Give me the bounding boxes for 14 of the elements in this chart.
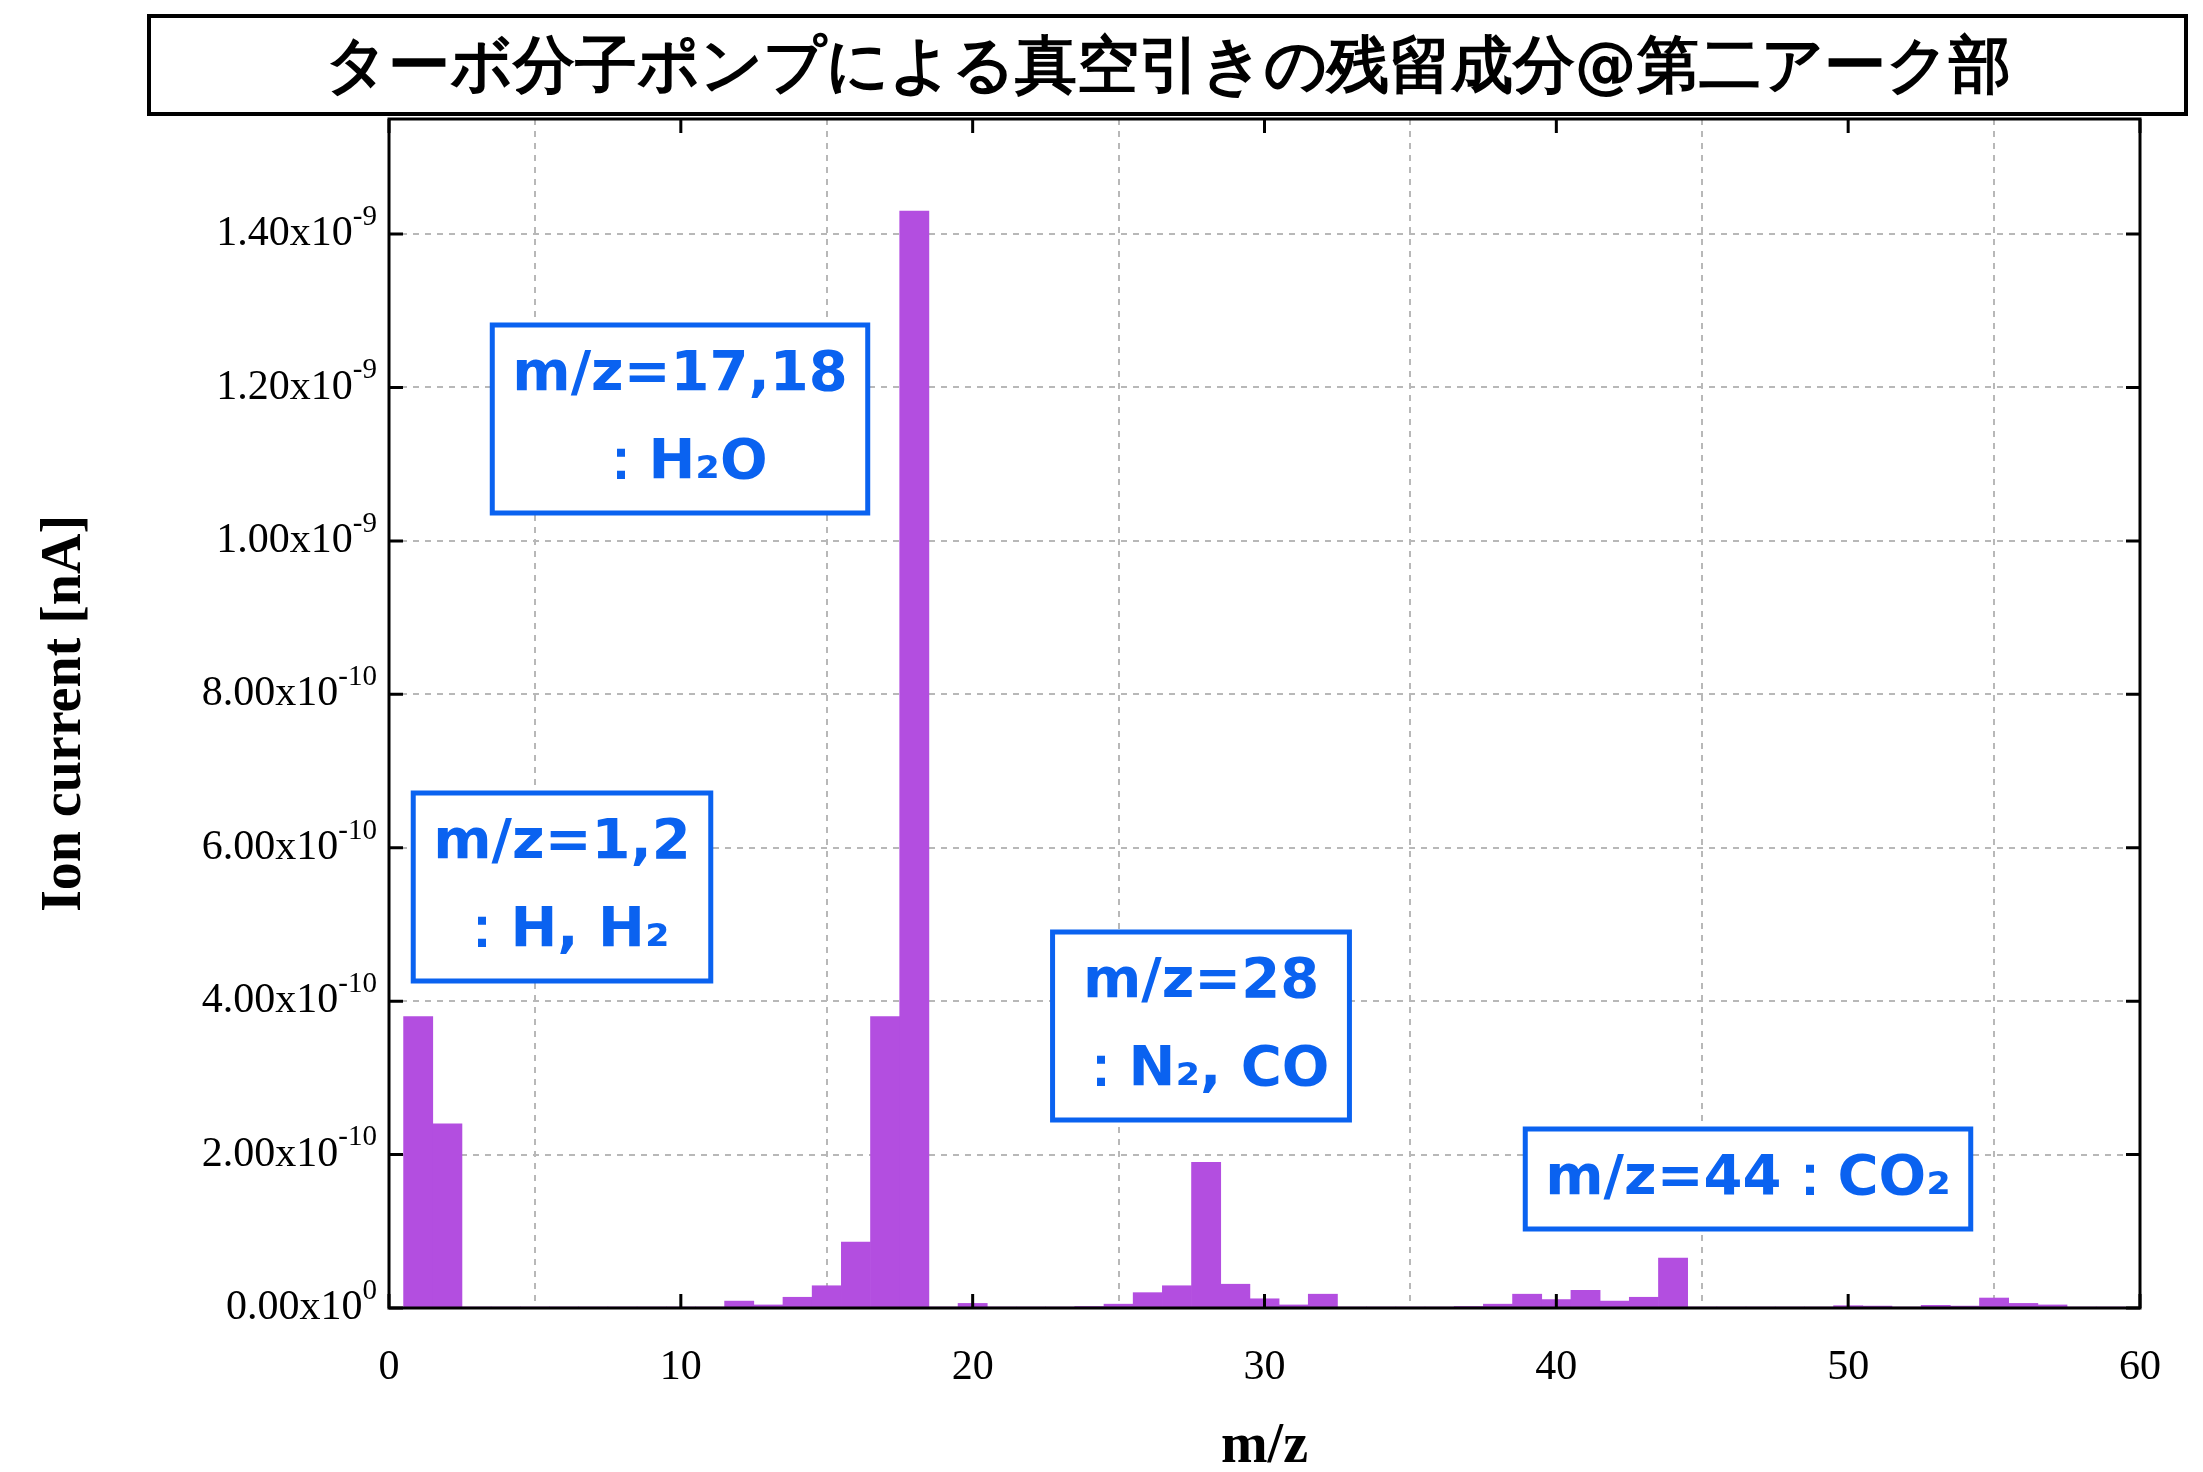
x-tick-label: 60 bbox=[2119, 1342, 2161, 1389]
x-axis-title: m/z bbox=[1220, 1412, 1309, 1472]
x-tick-label: 40 bbox=[1535, 1342, 1578, 1389]
y-axis-title: Ion current [nA] bbox=[30, 514, 93, 913]
annotation: m/z=28 ：N₂, CO bbox=[1072, 944, 1330, 1098]
annotation: m/z=17,18 ：H₂O bbox=[512, 337, 848, 491]
annotation: m/z=44：CO₂ bbox=[1545, 1141, 1951, 1207]
x-tick-label: 20 bbox=[951, 1342, 994, 1389]
x-tick-label: 50 bbox=[1827, 1342, 1870, 1389]
chart-title: ターボ分子ポンプによる真空引きの残留成分@第二アーク部 bbox=[147, 14, 2188, 116]
x-tick-label: 10 bbox=[659, 1342, 702, 1389]
x-tick-label: 0 bbox=[378, 1342, 400, 1389]
annotation: m/z=1,2 ：H, H₂ bbox=[433, 805, 691, 959]
x-tick-label: 30 bbox=[1243, 1342, 1286, 1389]
